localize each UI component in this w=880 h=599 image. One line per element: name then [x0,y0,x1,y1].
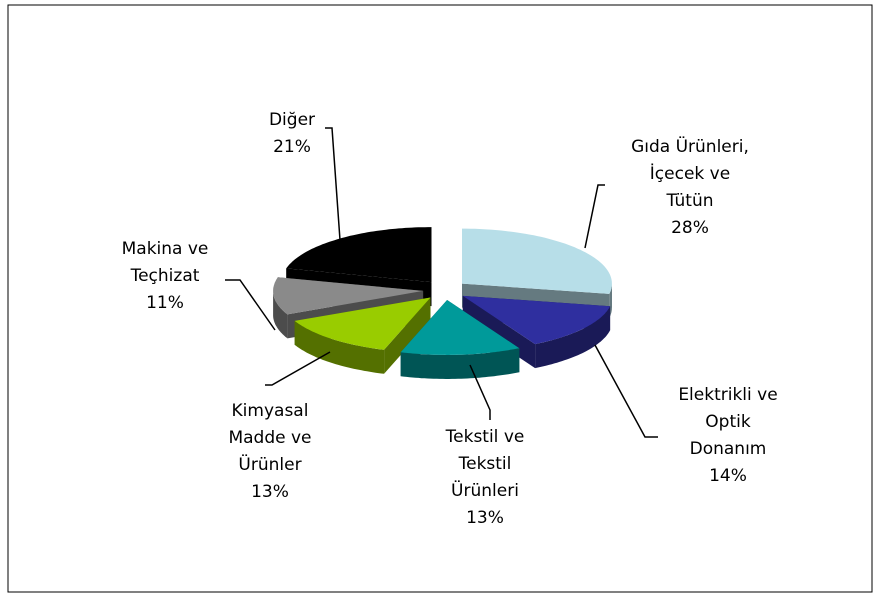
leader-line [265,351,331,386]
slice-label: Diğer [268,110,316,130]
chart-frame [7,4,873,593]
slice-label: Gıda Ürünleri, İçecek ve Tütün [631,137,749,211]
value-label: 28% [671,218,709,238]
value-label: 13% [251,482,289,502]
slice [273,277,424,315]
slice [294,297,431,350]
slice-side [273,290,288,339]
leader-line [584,184,605,249]
slice [286,227,432,283]
slice-label: Kimyasal Madde ve Ürünler [228,401,312,475]
slice-label: Elektrikli ve Optik Donanım [678,385,778,459]
slice-label: Makina ve Teçhizat [121,239,209,286]
slice [462,295,611,345]
slice [400,300,520,355]
slice [462,228,612,294]
leader-line [594,344,658,438]
leader-line [225,279,276,331]
slice-side [535,306,611,369]
leader-line [469,364,491,420]
value-label: 21% [273,137,311,157]
value-label: 14% [709,466,747,486]
slice-side [400,348,520,379]
value-label: 11% [146,293,184,313]
slice-label: Tekstil ve Tekstil Ürünleri [445,427,525,501]
value-label: 13% [466,508,504,528]
leader-line [325,127,341,241]
slice-side [294,320,385,374]
